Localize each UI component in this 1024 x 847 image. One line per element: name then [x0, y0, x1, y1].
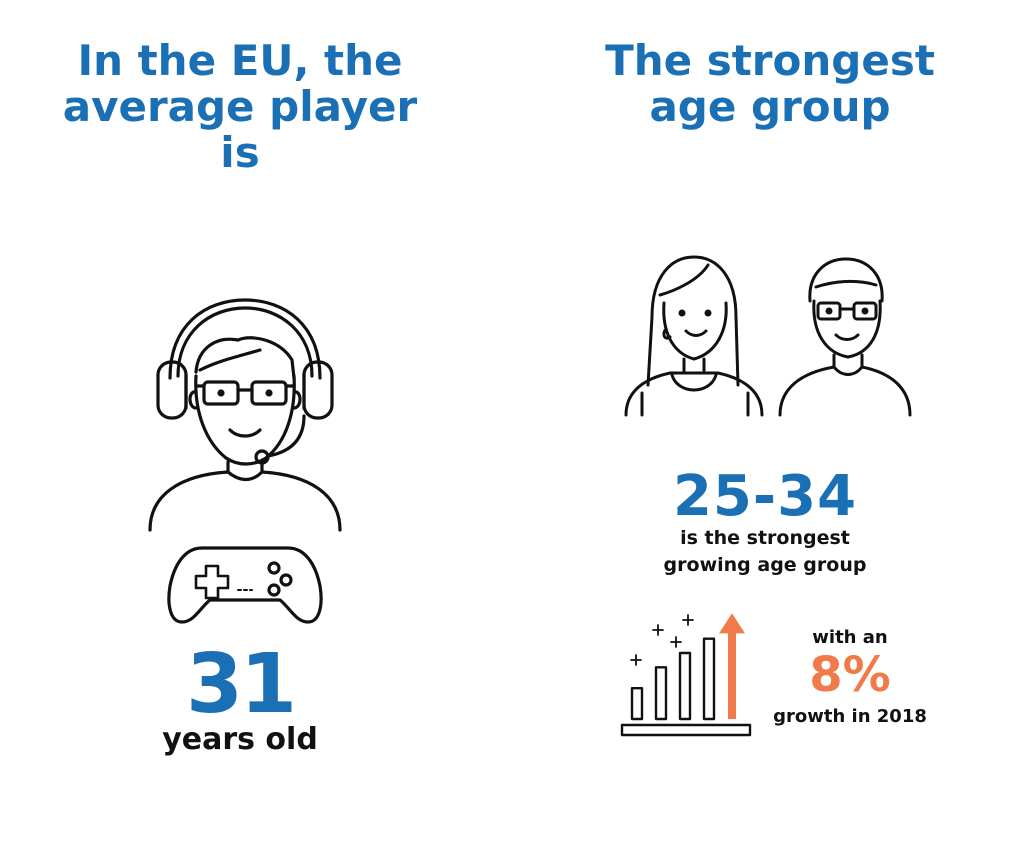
- heading-strongest-age-group: The strongest age group: [590, 38, 950, 130]
- growth-bar-chart-icon: [620, 613, 752, 737]
- growth-arrow-head: [719, 613, 745, 634]
- heading-line: In the EU, the: [77, 36, 403, 85]
- growth-arrow-icon: [719, 613, 745, 719]
- growth-bar: [630, 686, 644, 721]
- average-age-label: years old: [162, 722, 318, 757]
- growth-prefix-text: with an: [812, 627, 888, 648]
- growth-percent-value: 8%: [809, 647, 891, 703]
- sparkle-icon: [630, 614, 694, 666]
- heading-line: The strongest: [605, 36, 935, 85]
- heading-line: average player: [62, 82, 418, 131]
- couple-illustration: [624, 255, 912, 417]
- age-group-description-line: is the strongest: [680, 527, 850, 549]
- game-controller-icon: [167, 546, 323, 624]
- man-with-glasses-icon: [778, 257, 912, 417]
- growth-bar: [654, 666, 668, 721]
- chart-bars: [630, 637, 716, 721]
- growth-arrow-shaft: [728, 631, 736, 719]
- growth-suffix-text: growth in 2018: [773, 706, 927, 727]
- woman-icon: [624, 255, 764, 417]
- age-group-value: 25-34: [672, 464, 858, 529]
- heading-line: age group: [649, 82, 891, 131]
- growth-bar: [678, 651, 692, 721]
- heading-line: is: [220, 128, 260, 177]
- age-group-description-line: growing age group: [663, 554, 867, 576]
- growth-bar: [702, 637, 716, 721]
- gamer-with-headset-icon: [148, 298, 342, 624]
- average-age-value: 31: [185, 637, 297, 732]
- heading-average-player: In the EU, the average player is: [60, 38, 420, 176]
